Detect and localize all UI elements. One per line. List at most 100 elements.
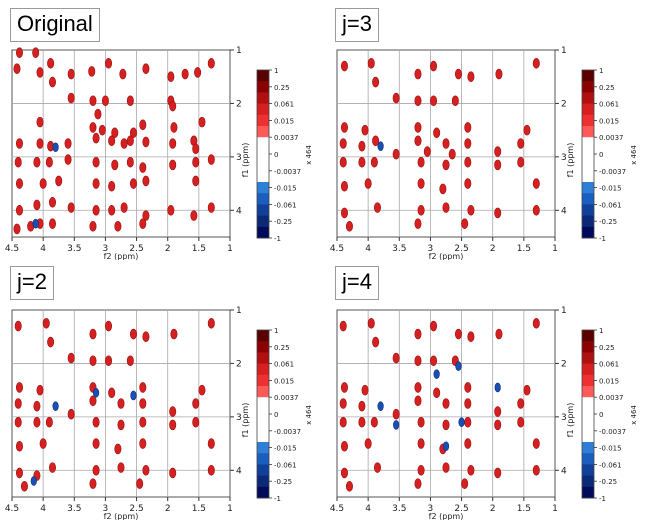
- positive-peak: [207, 438, 215, 449]
- y-tick-label: 4: [236, 206, 242, 216]
- positive-peak: [464, 382, 472, 393]
- positive-peak: [464, 138, 472, 149]
- positive-peak: [33, 156, 41, 168]
- colorbar-tick-label: 0.0037: [274, 134, 299, 142]
- colorbar-swatch: [582, 159, 594, 172]
- colorbar-tick-label: 1: [599, 67, 603, 75]
- y-tick-label: 2: [236, 99, 242, 109]
- positive-peak: [417, 464, 425, 476]
- positive-peak: [523, 124, 531, 136]
- positive-peak: [430, 60, 438, 72]
- colorbar-swatch: [257, 352, 269, 364]
- positive-peak: [207, 318, 215, 329]
- positive-peak: [89, 221, 97, 232]
- colorbar-tick-label: 0: [274, 411, 278, 419]
- colorbar-tick-label: 0: [274, 151, 278, 159]
- positive-peak: [414, 68, 422, 80]
- colorbar-swatch: [257, 475, 269, 488]
- positive-peak: [92, 132, 100, 144]
- positive-peak: [88, 66, 96, 77]
- colorbar-tick-label: 0.015: [599, 377, 619, 385]
- y-axis-label: f1 (ppm): [566, 403, 575, 438]
- x-tick-label: 4: [40, 504, 46, 514]
- positive-peak: [36, 384, 44, 396]
- positive-peak: [33, 416, 41, 428]
- positive-peak: [339, 398, 347, 409]
- positive-peak: [48, 196, 56, 208]
- colorbar-tick-label: -1: [274, 495, 281, 503]
- x-tick-label: 3.5: [392, 504, 406, 514]
- positive-peak: [414, 95, 422, 107]
- positive-peak: [442, 419, 450, 431]
- positive-peak: [108, 135, 116, 147]
- positive-peak: [430, 95, 438, 107]
- negative-peak: [393, 420, 400, 430]
- x-tick-label: 3.5: [67, 244, 81, 254]
- positive-peak: [139, 119, 147, 131]
- positive-peak: [39, 178, 47, 189]
- nmr-chart-j2: 4.5 4 3.5 3 2.5 2 1.5 1 1 2 3 4 f2 (ppm) f1 (ppm) 1 0.2…: [5, 306, 313, 520]
- positive-peak: [464, 416, 472, 428]
- y-tick-label: 3: [561, 153, 567, 163]
- positive-peak: [442, 398, 450, 409]
- positive-peak: [15, 204, 23, 216]
- positive-peak: [33, 199, 41, 211]
- positive-peak: [36, 116, 44, 128]
- x-tick-label: 4.5: [5, 244, 19, 254]
- positive-peak: [373, 202, 381, 213]
- positive-peak: [494, 159, 502, 171]
- positive-peak: [126, 156, 134, 168]
- positive-peak: [517, 156, 525, 168]
- positive-peak: [367, 58, 375, 69]
- positive-peak: [142, 464, 150, 476]
- colorbar-tick-label: 0.25: [274, 344, 290, 352]
- x-tick-label: 2.5: [454, 244, 468, 254]
- positive-peak: [42, 318, 50, 329]
- colorbar-swatch: [257, 148, 269, 160]
- positive-peak: [129, 127, 137, 139]
- spectrum-panel-original: 4.5 4 3.5 3 2.5 2 1.5 1 1 2 3 4 f2 (ppm) f1 (ppm) 1 0.2…: [0, 0, 325, 260]
- positive-peak: [361, 384, 369, 396]
- positive-peak: [142, 175, 150, 187]
- colorbar-swatch: [257, 330, 269, 342]
- positive-peak: [167, 71, 175, 83]
- positive-peak: [170, 328, 178, 340]
- x-axis-label: f2 (ppm): [429, 252, 464, 260]
- positive-peak: [15, 178, 23, 189]
- positive-peak: [523, 384, 531, 396]
- positive-peak: [414, 395, 422, 407]
- colorbar-tick-label: -0.25: [274, 478, 292, 486]
- positive-peak: [14, 398, 22, 409]
- positive-peak: [105, 320, 113, 332]
- colorbar-tick-label: 0.0037: [599, 134, 624, 142]
- positive-peak: [339, 416, 347, 428]
- positive-peak: [114, 443, 122, 455]
- x-axis-label: f2 (ppm): [104, 252, 139, 260]
- positive-peak: [198, 116, 206, 128]
- panel-title: j=3: [335, 8, 379, 42]
- x-tick-label: 2: [165, 504, 171, 514]
- positive-peak: [139, 162, 147, 173]
- positive-peak: [194, 67, 202, 78]
- colorbar-tick-label: -1: [599, 235, 606, 243]
- positive-peak: [45, 156, 53, 168]
- positive-peak: [423, 146, 431, 157]
- positive-peak: [532, 204, 540, 216]
- positive-peak: [15, 138, 23, 149]
- colorbar-swatch: [582, 453, 594, 465]
- positive-peak: [15, 382, 23, 393]
- positive-peak: [181, 68, 189, 80]
- x-tick-label: 3: [103, 244, 109, 254]
- positive-peak: [192, 143, 200, 155]
- negative-peak: [130, 390, 137, 401]
- negative-peak: [52, 401, 59, 411]
- colorbar-swatch: [257, 408, 269, 420]
- positive-peak: [169, 159, 177, 171]
- positive-peak: [111, 159, 119, 171]
- positive-peak: [392, 352, 400, 364]
- colorbar-tick-label: -0.25: [599, 478, 617, 486]
- panel-title: Original: [10, 8, 100, 42]
- positive-peak: [89, 478, 97, 489]
- colorbar-tick-label: 0: [599, 151, 603, 159]
- positive-peak: [207, 154, 215, 165]
